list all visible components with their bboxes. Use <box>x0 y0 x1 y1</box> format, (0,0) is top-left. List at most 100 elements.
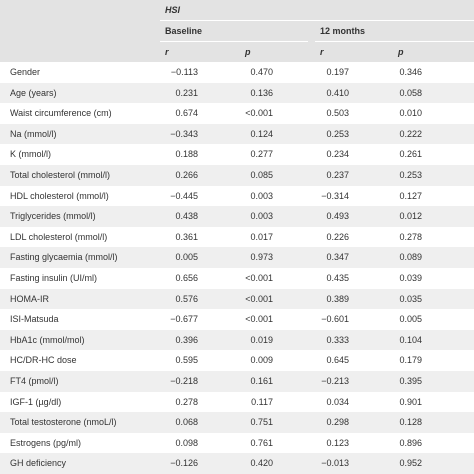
cell-value: 0.266 <box>175 170 198 180</box>
cell-value: 0.952 <box>399 458 422 469</box>
header-band <box>0 0 474 62</box>
cell-value: 0.019 <box>250 334 273 345</box>
cell-value: 0.034 <box>326 396 349 407</box>
row-label: HC/DR-HC dose <box>10 355 77 366</box>
table-row: HOMA-IR 0.576 <0.001 0.389 0.035 <box>0 288 474 310</box>
cell-value: −0.213 <box>321 376 349 386</box>
cell-value: 0.237 <box>326 170 349 180</box>
table-row: LDL cholesterol (mmol/l) 0.361 0.017 0.226 0… <box>0 227 474 248</box>
cell-value: 0.503 <box>326 108 349 119</box>
cell-value: 0.901 <box>399 396 422 407</box>
cell-value: 0.085 <box>250 170 273 180</box>
cell-value: <0.001 <box>245 314 273 325</box>
cell-value: <0.001 <box>245 273 273 283</box>
cell-value: 0.039 <box>399 273 422 283</box>
row-label: K (mmol/l) <box>10 149 51 160</box>
cell-value: 0.674 <box>175 108 198 119</box>
cell-value: 0.104 <box>399 334 422 345</box>
cell-value: 0.124 <box>250 128 273 139</box>
row-label: Total cholesterol (mmol/l) <box>10 170 111 180</box>
table-row: HC/DR-HC dose 0.595 0.009 0.645 0.179 <box>0 350 474 371</box>
table-row: Total testosterone (nmoL/l) 0.068 0.751 0.2… <box>0 412 474 433</box>
cell-value: 0.576 <box>175 293 198 304</box>
cell-value: <0.001 <box>245 293 273 304</box>
cell-value: 0.128 <box>399 417 422 428</box>
cell-value: 0.277 <box>250 149 273 160</box>
row-label: HbA1c (mmol/mol) <box>10 334 85 345</box>
cell-value: 0.298 <box>326 417 349 428</box>
row-label: Gender <box>10 67 41 77</box>
cell-value: 0.226 <box>326 231 349 242</box>
cell-value: 0.470 <box>250 67 273 77</box>
cell-value: 0.127 <box>399 190 422 201</box>
row-label: Estrogens (pg/ml) <box>10 437 82 448</box>
cell-value: 0.761 <box>250 437 273 448</box>
cell-value: −0.343 <box>170 128 198 139</box>
column-header: r <box>165 47 169 57</box>
row-label: Age (years) <box>10 87 57 98</box>
table-row: K (mmol/l) 0.188 0.277 0.234 0.261 <box>0 144 474 165</box>
row-label: IGF-1 (µg/dl) <box>10 396 62 407</box>
subgroup-header: 12 months <box>320 26 366 36</box>
cell-value: 0.333 <box>326 334 349 345</box>
cell-value: 0.396 <box>175 334 198 345</box>
cell-value: 0.068 <box>175 417 198 428</box>
cell-value: 0.261 <box>399 149 422 160</box>
cell-value: 0.003 <box>250 190 273 201</box>
table-row: ISI-Matsuda −0.677 <0.001 −0.601 0.005 <box>0 309 474 330</box>
cell-value: 0.179 <box>399 355 422 366</box>
row-label: Triglycerides (mmol/l) <box>10 211 96 222</box>
row-label: HOMA-IR <box>10 293 49 304</box>
cell-value: <0.001 <box>245 108 273 119</box>
cell-value: 0.896 <box>399 437 422 448</box>
cell-value: 0.346 <box>399 67 422 77</box>
cell-value: 0.656 <box>175 273 198 283</box>
cell-value: 0.123 <box>326 437 349 448</box>
table-row: HbA1c (mmol/mol) 0.396 0.019 0.333 0.104 <box>0 329 474 351</box>
header-rule <box>315 41 474 42</box>
cell-value: 0.973 <box>250 252 273 263</box>
cell-value: 0.278 <box>399 231 422 242</box>
row-label: HDL cholesterol (mmol/l) <box>10 190 109 201</box>
cell-value: 0.253 <box>399 170 422 180</box>
cell-value: 0.395 <box>399 376 422 386</box>
cell-value: 0.035 <box>399 293 422 304</box>
cell-value: 0.231 <box>175 87 198 98</box>
cell-value: 0.645 <box>326 355 349 366</box>
cell-value: 0.098 <box>175 437 198 448</box>
row-label: Fasting insulin (UI/ml) <box>10 273 98 283</box>
table-row: Age (years) 0.231 0.136 0.410 0.058 <box>0 82 474 104</box>
cell-value: −0.677 <box>170 314 198 325</box>
row-label: FT4 (pmol/l) <box>10 376 59 386</box>
cell-value: −0.113 <box>170 67 198 77</box>
table-row: Gender −0.113 0.470 0.197 0.346 <box>0 62 474 83</box>
header-rule <box>160 41 308 42</box>
cell-value: 0.117 <box>251 396 273 407</box>
cell-value: 0.222 <box>399 128 422 139</box>
row-label: Fasting glycaemia (mmol/l) <box>10 252 118 263</box>
cell-value: 0.009 <box>250 355 273 366</box>
cell-value: 0.161 <box>250 376 273 386</box>
header-rule <box>160 20 474 21</box>
cell-value: 0.347 <box>326 252 349 263</box>
row-label: ISI-Matsuda <box>10 314 59 325</box>
cell-value: 0.003 <box>250 211 273 222</box>
cell-value: 0.012 <box>399 211 422 222</box>
table-row: FT4 (pmol/l) −0.218 0.161 −0.213 0.395 <box>0 371 474 392</box>
cell-value: 0.010 <box>399 108 422 119</box>
table-row: Na (mmol/l) −0.343 0.124 0.253 0.222 <box>0 123 474 145</box>
cell-value: 0.361 <box>175 231 198 242</box>
cell-value: −0.218 <box>170 376 198 386</box>
cell-value: 0.234 <box>326 149 349 160</box>
table-row: GH deficiency −0.126 0.420 −0.013 0.952 <box>0 453 474 474</box>
subgroup-header: Baseline <box>165 26 203 36</box>
cell-value: −0.601 <box>321 314 349 325</box>
row-label: LDL cholesterol (mmol/l) <box>10 231 108 242</box>
row-label: Waist circumference (cm) <box>10 108 112 119</box>
cell-value: 0.410 <box>326 87 349 98</box>
group-header: HSI <box>165 5 181 15</box>
column-header: r <box>320 47 324 57</box>
cell-value: 0.278 <box>175 396 198 407</box>
cell-value: 0.435 <box>326 273 349 283</box>
